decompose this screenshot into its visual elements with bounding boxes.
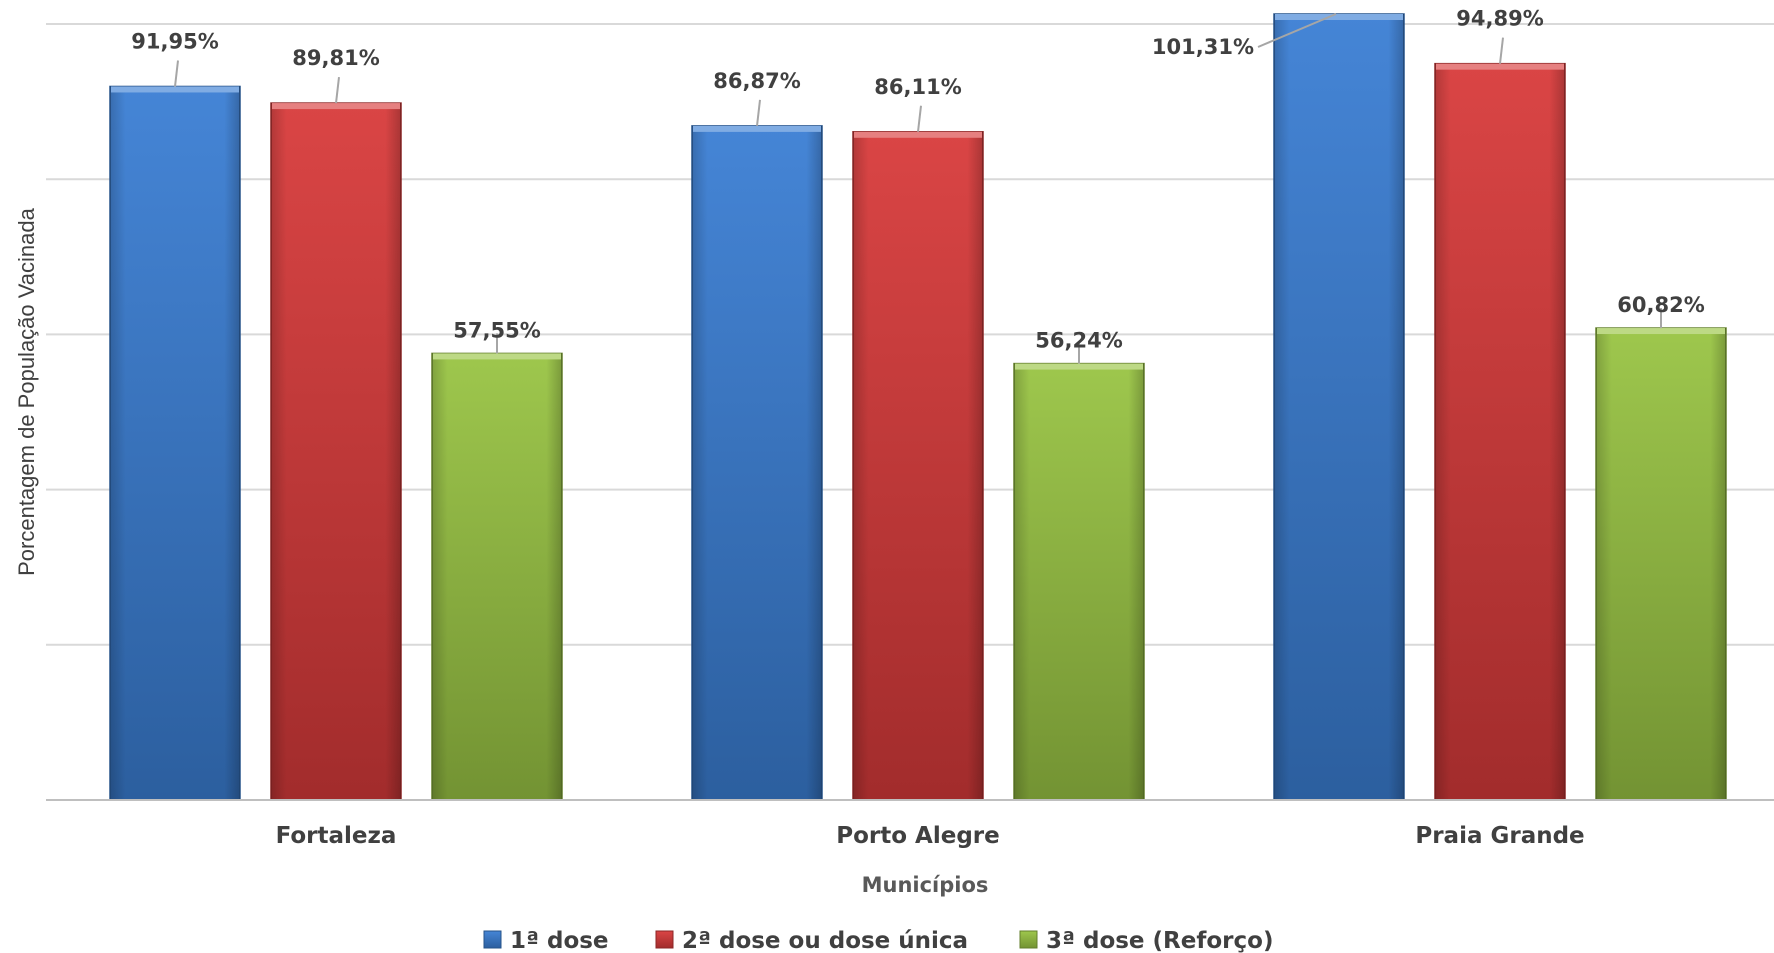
- leader-line: [1257, 13, 1337, 48]
- label-leader-lines: [174, 13, 1662, 364]
- data-label: 86,11%: [874, 75, 961, 99]
- legend-swatch: [483, 930, 502, 949]
- legend: 1ª dose 2ª dose ou dose única 3ª dose (Ref…: [483, 928, 1273, 953]
- x-tick-label: Praia Grande: [1415, 823, 1584, 849]
- data-label: 57,55%: [453, 318, 540, 342]
- bar-praia-grande-1-dose: [1273, 13, 1405, 801]
- legend-item-1-dose: 1ª dose: [483, 928, 609, 953]
- leader-line: [917, 105, 922, 132]
- bar-praia-grande-2-dose-ou-dose-unica: [1434, 62, 1566, 801]
- x-tick-labels: Fortaleza Porto Alegre Praia Grande: [276, 823, 1585, 849]
- leader-line: [174, 60, 179, 87]
- y-axis-title: Porcentagem de População Vacinada: [14, 207, 39, 576]
- leader-line: [1499, 37, 1504, 64]
- bar-porto-alegre-2-dose-ou-dose-unica: [852, 131, 984, 801]
- legend-label: 1ª dose: [510, 928, 609, 953]
- legend-item-2-dose-ou-dose-unica: 2ª dose ou dose única: [655, 928, 968, 953]
- bar-porto-alegre-3-dose-reforco: [1013, 362, 1145, 801]
- legend-label: 3ª dose (Reforço): [1046, 928, 1273, 953]
- bar-porto-alegre-1-dose: [691, 125, 823, 801]
- bar-fortaleza-3-dose-reforco: [431, 352, 563, 801]
- legend-swatch: [655, 930, 674, 949]
- x-axis-title: Municípios: [862, 873, 989, 897]
- legend-label: 2ª dose ou dose única: [682, 928, 968, 953]
- bar-fortaleza-1-dose: [109, 85, 241, 801]
- leader-line: [335, 76, 340, 104]
- legend-swatch: [1019, 930, 1038, 949]
- legend-item-3-dose-reforco: 3ª dose (Reforço): [1019, 928, 1273, 953]
- data-labels: 91,95% 89,81% 57,55% 86,87% 86,11% 56,24% 101,…: [131, 7, 1704, 353]
- data-label: 91,95%: [131, 29, 218, 53]
- data-label: 94,89%: [1456, 7, 1543, 31]
- data-label: 60,82%: [1617, 293, 1704, 317]
- bars: [109, 13, 1727, 801]
- data-label: 101,31%: [1152, 35, 1254, 59]
- bar-praia-grande-3-dose-reforco: [1595, 327, 1727, 801]
- data-label: 86,87%: [713, 69, 800, 93]
- data-label: 89,81%: [292, 46, 379, 70]
- x-tick-label: Fortaleza: [276, 823, 397, 849]
- leader-line: [756, 99, 761, 127]
- bar-fortaleza-2-dose-ou-dose-unica: [270, 102, 402, 801]
- data-label: 56,24%: [1035, 329, 1122, 353]
- x-tick-label: Porto Alegre: [836, 823, 1000, 849]
